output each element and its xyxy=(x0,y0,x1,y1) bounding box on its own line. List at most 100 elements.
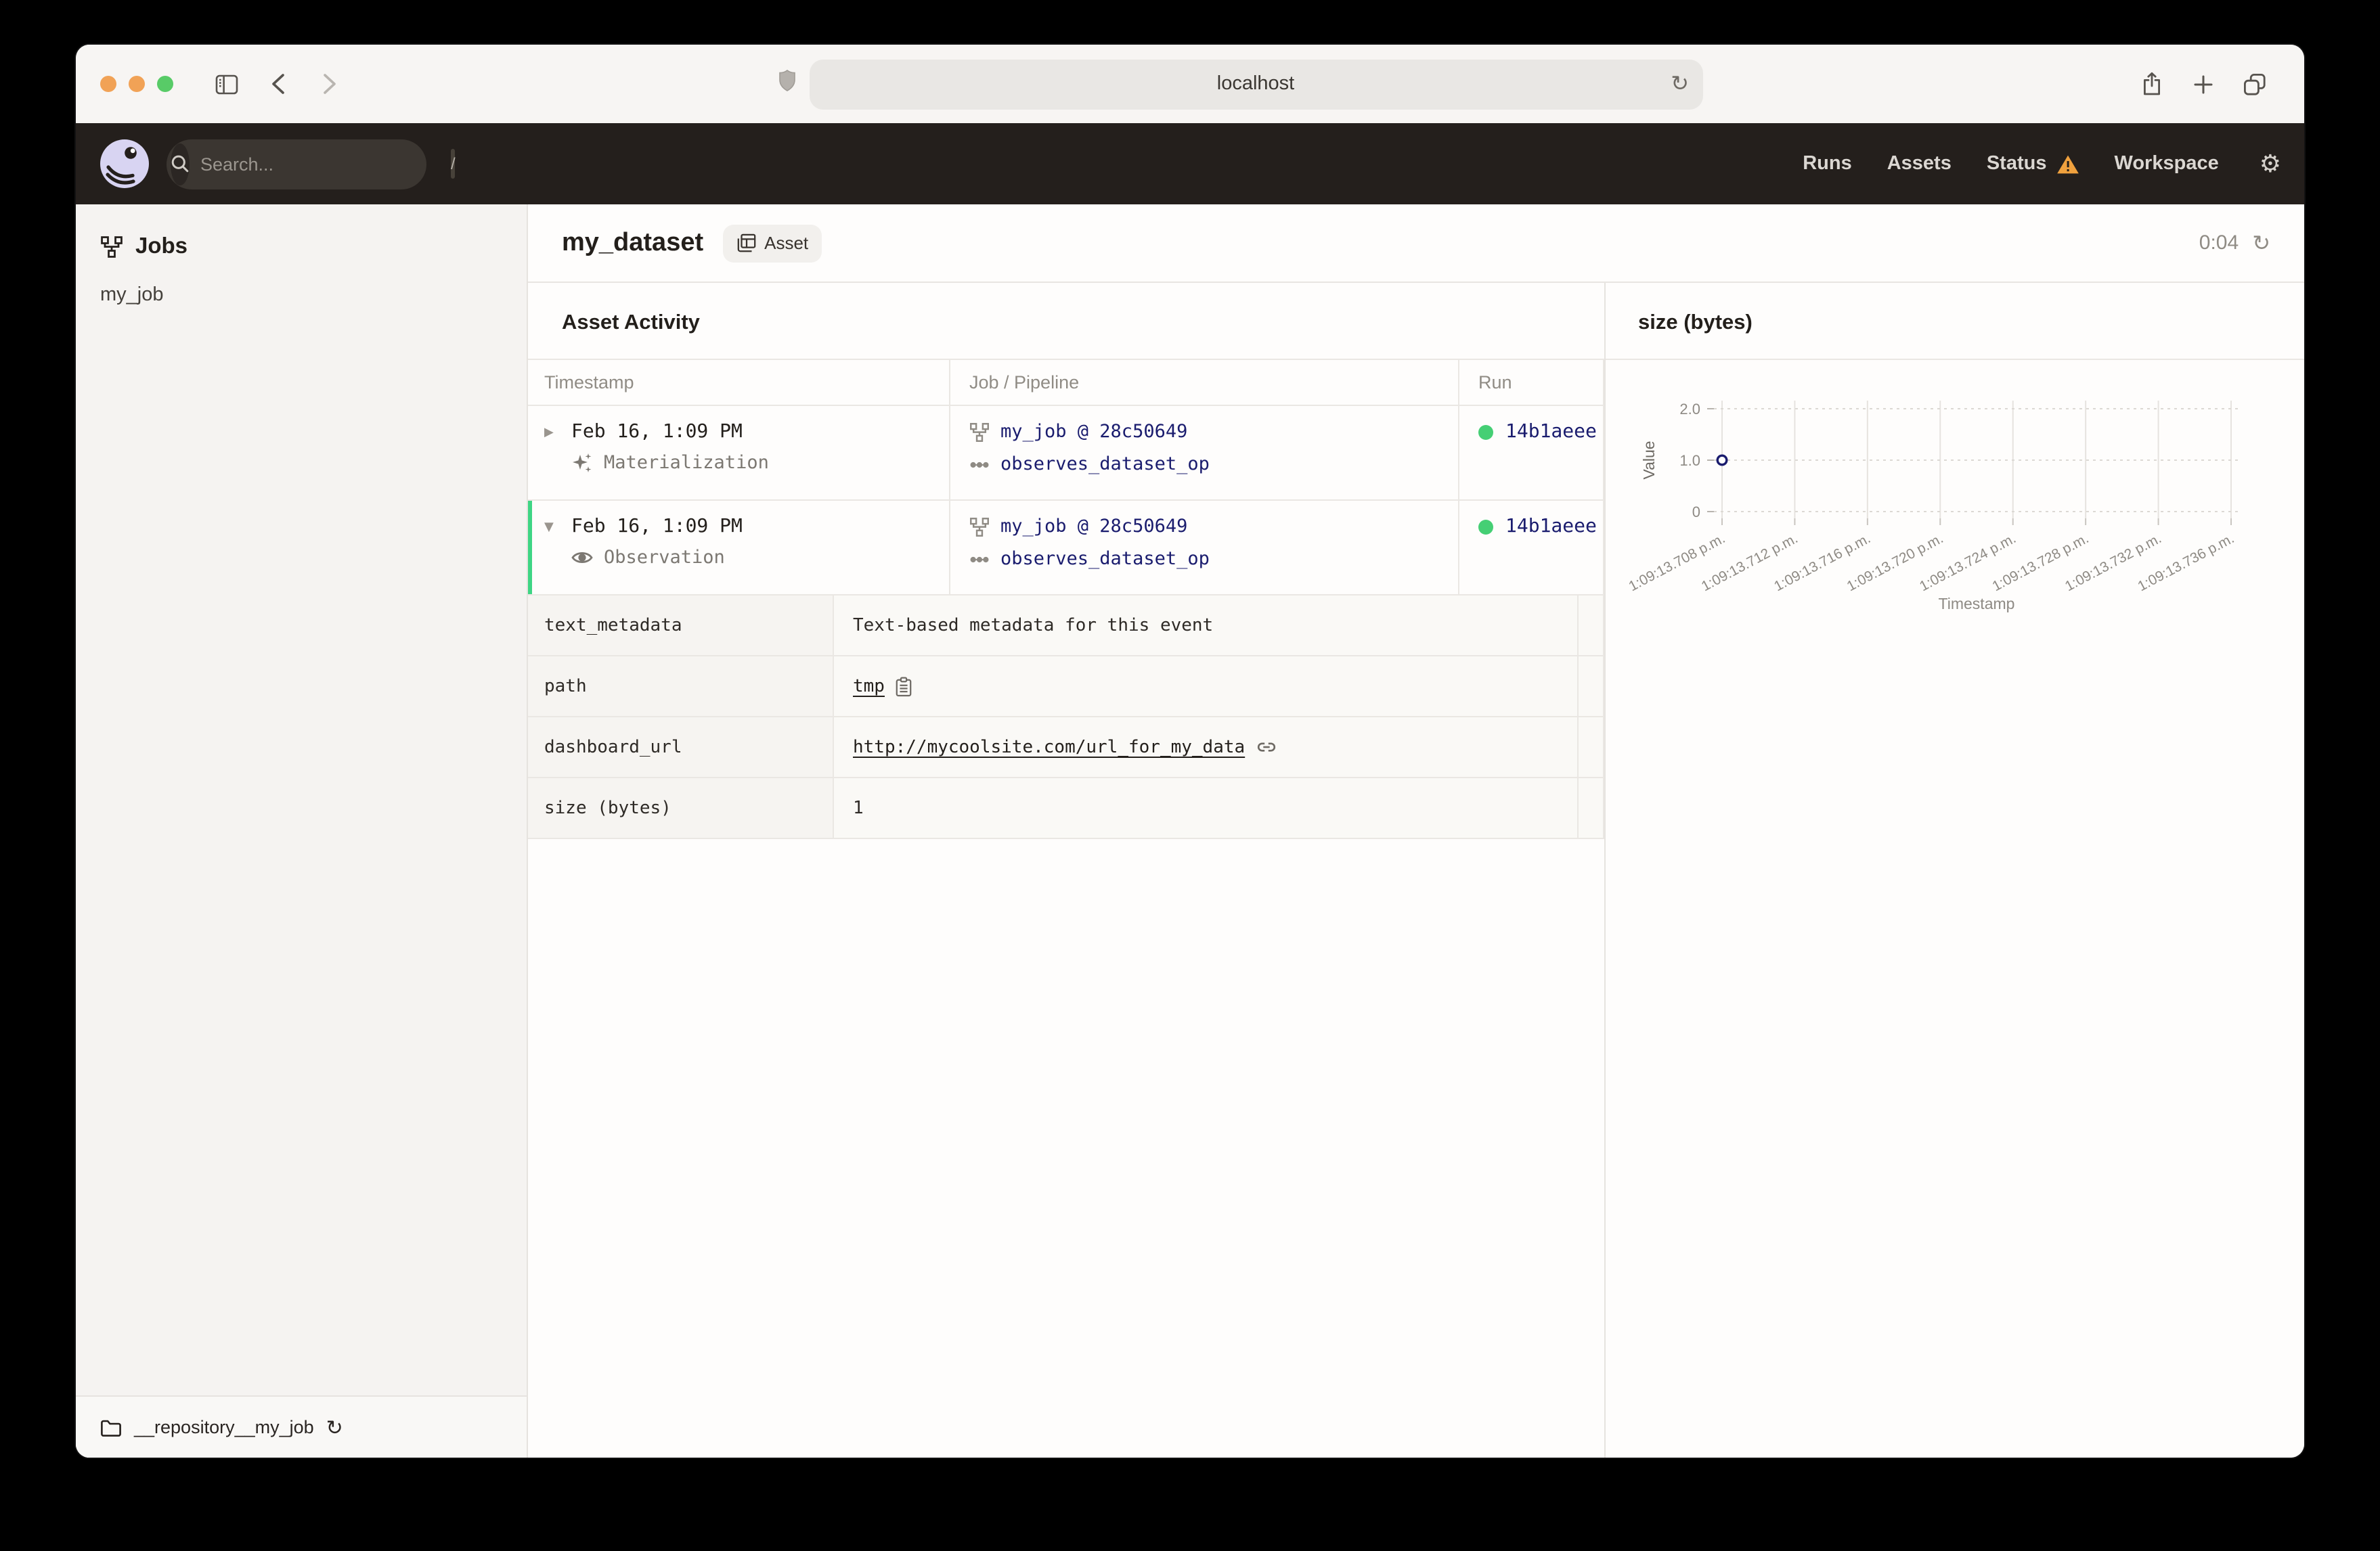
search-shortcut-key: / xyxy=(451,149,456,179)
table-row-materialization: ▶ Feb 16, 1:09 PM xyxy=(528,406,1603,501)
sidebar-toggle-icon[interactable] xyxy=(207,65,245,103)
size-bytes-chart: 2.01.001:09:13.708 p.m.1:09:13.712 p.m.1… xyxy=(1626,401,2239,612)
run-cell: 14b1aeee xyxy=(1459,501,1603,594)
chart-area: 2.0 1.0 0 1:09:13.708 p.m. 1:09:13.712 p.m. 1… xyxy=(1606,360,2304,627)
settings-gear-icon[interactable]: ⚙ xyxy=(2259,150,2281,178)
jobs-graph-icon xyxy=(101,236,123,258)
window-close-button[interactable] xyxy=(100,76,116,92)
metadata-value: 1 xyxy=(853,798,864,818)
repository-name: __repository__my_job xyxy=(134,1417,314,1437)
y-tick-label: 2.0 xyxy=(1679,401,1700,418)
reload-icon[interactable]: ↻ xyxy=(1671,70,1689,96)
jobs-section-header: Jobs xyxy=(76,204,527,273)
warning-triangle-icon xyxy=(2056,154,2079,173)
asset-tag-label: Asset xyxy=(764,233,809,253)
content-row: Asset Activity Timestamp Job / Pipeline … xyxy=(528,283,2304,1458)
app-layout: Jobs my_job __repository__my_job ↻ my_da… xyxy=(76,204,2304,1458)
traffic-lights xyxy=(100,76,173,92)
nav-assets[interactable]: Assets xyxy=(1887,153,1952,175)
y-tick-label: 1.0 xyxy=(1679,452,1700,469)
nav-workspace[interactable]: Workspace xyxy=(2114,153,2219,175)
job-cell: my_job @ 28c50649 observes_dataset_op xyxy=(950,501,1459,594)
timestamp-cell: ▶ Feb 16, 1:09 PM xyxy=(528,406,950,499)
tab-overview-icon[interactable] xyxy=(2235,65,2273,103)
copy-clipboard-icon[interactable] xyxy=(896,676,913,696)
job-link[interactable]: my_job @ 28c50649 xyxy=(1000,421,1188,443)
folder-icon xyxy=(101,1419,121,1436)
chart-title: size (bytes) xyxy=(1606,283,2304,360)
metadata-row-text-metadata: text_metadata Text-based metadata for th… xyxy=(528,595,1603,656)
asset-activity-table: Timestamp Job / Pipeline Run ▶ Feb 16, 1… xyxy=(528,359,1604,839)
nav-runs[interactable]: Runs xyxy=(1803,153,1852,175)
asset-tag: Asset xyxy=(722,224,822,262)
job-graph-icon xyxy=(970,422,989,441)
toolbar-right xyxy=(2125,65,2280,103)
x-axis-label: Timestamp xyxy=(1939,595,2015,612)
job-graph-icon xyxy=(970,517,989,536)
event-type-label: Observation xyxy=(604,547,725,568)
window-minimize-button[interactable] xyxy=(129,76,145,92)
y-axis-label: Value xyxy=(1640,441,1658,479)
col-timestamp: Timestamp xyxy=(528,360,950,405)
metadata-key: size (bytes) xyxy=(528,778,834,838)
path-value-link[interactable]: tmp xyxy=(853,676,885,696)
job-link[interactable]: my_job @ 28c50649 xyxy=(1000,516,1188,537)
search-box[interactable]: / xyxy=(167,139,456,189)
observation-eye-icon xyxy=(571,552,593,563)
dagster-logo[interactable] xyxy=(99,138,150,189)
table-header-row: Timestamp Job / Pipeline Run xyxy=(528,360,1603,406)
col-job-pipeline: Job / Pipeline xyxy=(950,360,1459,405)
timestamp-cell: ▼ Feb 16, 1:09 PM Observation xyxy=(528,501,950,594)
new-tab-icon[interactable] xyxy=(2184,65,2222,103)
jobs-section-title: Jobs xyxy=(135,234,188,258)
refresh-icon[interactable]: ↻ xyxy=(2252,229,2270,255)
url-bar-wrap: localhost ↻ xyxy=(355,59,2125,109)
browser-window: localhost ↻ xyxy=(76,45,2304,1458)
browser-toolbar: localhost ↻ xyxy=(76,45,2304,123)
back-button[interactable] xyxy=(259,65,296,103)
privacy-shield-icon xyxy=(778,69,795,99)
op-link[interactable]: observes_dataset_op xyxy=(1000,548,1210,570)
run-status-dot xyxy=(1478,424,1493,439)
metadata-key: text_metadata xyxy=(528,595,834,655)
top-nav: Runs Assets Status Workspace ⚙ xyxy=(1803,150,2281,178)
repository-reload-icon[interactable]: ↻ xyxy=(326,1415,343,1439)
refresh-timer: 0:04 xyxy=(2199,231,2239,254)
main-panel: my_dataset Asset 0:04 ↻ xyxy=(528,204,2304,1458)
metadata-key: path xyxy=(528,656,834,716)
nav-status[interactable]: Status xyxy=(1987,153,2079,175)
address-bar[interactable]: localhost ↻ xyxy=(809,59,1702,109)
asset-table-icon xyxy=(736,233,755,252)
window-zoom-button[interactable] xyxy=(157,76,173,92)
metadata-value: Text-based metadata for this event xyxy=(853,615,1214,635)
app-header: / Runs Assets Status Workspace ⚙ xyxy=(76,123,2304,204)
event-type-label: Materialization xyxy=(604,452,769,474)
data-point xyxy=(1716,454,1728,466)
share-icon[interactable] xyxy=(2132,65,2170,103)
chart-panel: size (bytes) 2.0 1.0 0 1:09:13.708 p.m. 1:09… xyxy=(1604,283,2304,1458)
search-input[interactable] xyxy=(190,154,451,174)
search-icon xyxy=(171,143,190,185)
y-tick-label: 0 xyxy=(1692,503,1700,520)
job-cell: my_job @ 28c50649 observes_dataset_op xyxy=(950,406,1459,499)
table-row-observation: ▼ Feb 16, 1:09 PM Observation xyxy=(528,501,1603,595)
repository-bar: __repository__my_job ↻ xyxy=(76,1395,527,1458)
collapse-caret-icon[interactable]: ▼ xyxy=(544,521,554,535)
sidebar-item-my-job[interactable]: my_job xyxy=(100,284,164,306)
col-run: Run xyxy=(1478,372,1512,392)
external-link-icon[interactable] xyxy=(1256,739,1276,755)
forward-button[interactable] xyxy=(310,65,348,103)
metadata-key: dashboard_url xyxy=(528,717,834,777)
page-header: my_dataset Asset 0:04 ↻ xyxy=(528,204,2304,283)
op-icon xyxy=(970,461,989,468)
run-id-link[interactable]: 14b1aeee xyxy=(1505,421,1597,443)
op-link[interactable]: observes_dataset_op xyxy=(1000,453,1210,475)
refresh-status: 0:04 ↻ xyxy=(2199,231,2270,254)
event-timestamp: Feb 16, 1:09 PM xyxy=(571,516,743,537)
run-cell: 14b1aeee xyxy=(1459,406,1603,499)
expand-caret-icon[interactable]: ▶ xyxy=(544,426,554,440)
asset-activity-title: Asset Activity xyxy=(562,311,700,334)
run-id-link[interactable]: 14b1aeee xyxy=(1505,516,1597,537)
dashboard-url-link[interactable]: http://mycoolsite.com/url_for_my_data xyxy=(853,737,1246,757)
